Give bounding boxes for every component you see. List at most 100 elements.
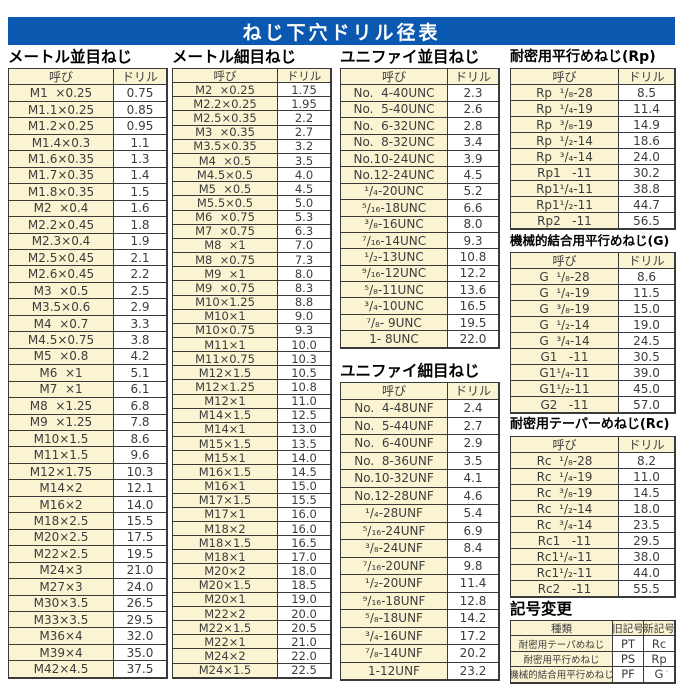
- drill-value-cell: 29.5: [114, 611, 167, 629]
- column-header: ドリル: [448, 69, 499, 86]
- thread-name-cell: M11×1: [173, 337, 278, 353]
- column-metric-fine: メートル細目ねじ 呼び ドリル M2 ×0.25 1.75 M2.2×0.25 1.95 M…: [172, 48, 332, 684]
- drill-value-cell: 2.8: [448, 118, 499, 135]
- drill-value-cell: 32.0: [114, 628, 167, 645]
- drill-value-cell: 9.0: [278, 309, 331, 324]
- thread-name-cell: M15×1.5: [173, 437, 278, 452]
- drill-value-cell: 19.5: [448, 314, 499, 332]
- drill-value-cell: 8.0: [448, 216, 499, 233]
- thread-name-cell: No.12-28UNF: [341, 487, 448, 506]
- column-header: 呼び: [511, 69, 619, 85]
- drill-value-cell: 1.3: [114, 151, 167, 168]
- thread-name-cell: M4.5×0.5: [173, 168, 278, 183]
- drill-value-cell: 2.4: [448, 400, 499, 418]
- drill-value-cell: 9.6: [114, 447, 167, 464]
- thread-name-cell: G ¹/₈-28: [511, 269, 619, 285]
- thread-name-cell: M20×1.5: [173, 578, 278, 593]
- drill-value-cell: 8.5: [619, 85, 675, 101]
- drill-value-cell: 0.85: [114, 101, 167, 119]
- drill-value-cell: Rp: [644, 651, 675, 668]
- drill-value-cell: 14.5: [619, 485, 675, 501]
- drill-value-cell: 38.8: [619, 181, 675, 197]
- drill-value-cell: 1.5: [114, 184, 167, 201]
- thread-name-cell: No. 4-48UNF: [341, 400, 448, 418]
- drill-value-cell: 1.8: [114, 217, 167, 234]
- thread-name-cell: M8 ×1: [173, 238, 278, 254]
- column-header: 呼び: [511, 437, 619, 453]
- drill-value-cell: 2.9: [448, 435, 499, 453]
- drill-value-cell: 2.7: [278, 125, 331, 140]
- thread-name-cell: ¹/₂-20UNF: [341, 575, 448, 593]
- thread-name-cell: M12×1: [173, 394, 278, 409]
- thread-name-cell: M14×2: [9, 480, 114, 497]
- thread-name-cell: No. 5-40UNC: [341, 101, 448, 119]
- thread-name-cell: M11×0.75: [173, 352, 278, 367]
- thread-name-cell: M2 ×0.4: [9, 200, 114, 218]
- drill-value-cell: 2.7: [448, 417, 499, 436]
- drill-value-cell: 10.3: [278, 352, 331, 367]
- drill-value-cell: 6.6: [448, 200, 499, 217]
- drill-value-cell: 4.1: [448, 470, 499, 488]
- drill-value-cell: 29.5: [619, 533, 675, 549]
- drill-value-cell: 2.2: [114, 266, 167, 283]
- thread-name-cell: ⁷/₁₆-20UNF: [341, 557, 448, 576]
- thread-name-cell: M42×4.5: [9, 661, 114, 678]
- drill-value-cell: 17.0: [278, 550, 331, 565]
- thread-name-cell: ³/₄-16UNF: [341, 627, 448, 646]
- thread-name-cell: ¹/₂-13UNC: [341, 249, 448, 266]
- thread-name-cell: No. 6-32UNC: [341, 118, 448, 135]
- drill-value-cell: 16.0: [278, 507, 331, 522]
- drill-value-cell: 2.6: [448, 101, 499, 119]
- thread-name-cell: Rp2 -11: [511, 213, 619, 229]
- drill-value-cell: 7.3: [278, 253, 331, 268]
- drill-value-cell: 6.1: [114, 381, 167, 399]
- thread-name-cell: ¹/₄-28UNF: [341, 505, 448, 523]
- table-columns: メートル並目ねじ 呼び ドリル M1 ×0.25 0.75 M1.1×0.25 0.85 M…: [8, 48, 676, 684]
- thread-name-cell: M11×1.5: [9, 447, 114, 464]
- drill-value-cell: 24.0: [114, 579, 167, 596]
- thread-name-cell: M2.6×0.45: [9, 266, 114, 283]
- thread-name-cell: M8 ×0.75: [173, 253, 278, 268]
- thread-name-cell: M24×3: [9, 562, 114, 580]
- drill-value-cell: 11.5: [619, 285, 675, 301]
- thread-name-cell: No.10-24UNC: [341, 150, 448, 168]
- thread-name-cell: ³/₈-24UNF: [341, 540, 448, 558]
- section-title-rc: 耐密用テーパーめねじ(Rc): [510, 417, 670, 432]
- drill-value-cell: 2.3: [448, 85, 499, 102]
- thread-name-cell: M22×2: [173, 606, 278, 622]
- thread-name-cell: M10×0.75: [173, 323, 278, 338]
- metric-fine-table: 呼び ドリル M2 ×0.25 1.75 M2.2×0.25 1.95 M2.5×0.35 2…: [172, 68, 332, 679]
- drill-value-cell: 2.2: [278, 111, 331, 126]
- thread-name-cell: M33×3.5: [9, 611, 114, 629]
- thread-name-cell: M4 ×0.7: [9, 315, 114, 333]
- column-header: 呼び: [511, 253, 619, 269]
- thread-name-cell: ⁹/₁₆-12UNC: [341, 265, 448, 283]
- drill-value-cell: 14.9: [619, 117, 675, 133]
- column-header: 呼び: [341, 69, 448, 86]
- thread-name-cell: M2 ×0.25: [173, 83, 278, 98]
- footer-mark: --: [659, 666, 671, 677]
- drill-value-cell: 24.0: [619, 149, 675, 165]
- drill-value-cell: 45.0: [619, 381, 675, 397]
- drill-value-cell: 13.6: [448, 282, 499, 299]
- thread-name-cell: M1.7×0.35: [9, 167, 114, 185]
- drill-value-cell: 0.95: [114, 118, 167, 135]
- thread-name-cell: ¹/₄-20UNC: [341, 183, 448, 201]
- section-title-metric-coarse: メートル並目ねじ: [8, 48, 133, 66]
- thread-name-cell: M27×3: [9, 579, 114, 596]
- drill-value-cell: 23.5: [619, 517, 675, 533]
- drill-value-cell: 30.2: [619, 165, 675, 181]
- drill-value-cell: 30.5: [619, 349, 675, 365]
- drill-value-cell: 21.0: [114, 562, 167, 580]
- drill-value-cell: 18.6: [619, 133, 675, 149]
- thread-name-cell: M39×4: [9, 644, 114, 662]
- column-metric-coarse: メートル並目ねじ 呼び ドリル M1 ×0.25 0.75 M1.1×0.25 0.85 M…: [8, 48, 168, 684]
- thread-name-cell: Rp ¹/₈-28: [511, 85, 619, 101]
- drill-value-cell: 17.2: [448, 627, 499, 646]
- rc-table: 呼び ドリル Rc ¹/₈-28 8.2 Rc ¹/₄-19 11.0 Rc ³/₈-19 1…: [510, 436, 676, 598]
- drill-value-cell: 11.4: [619, 101, 675, 117]
- column-pipe-threads: 耐密用平行めねじ(Rp) 呼び ドリル Rp ¹/₈-28 8.5 Rp ¹/₄-19 1…: [510, 48, 676, 684]
- thread-name-cell: Rp ¹/₄-19: [511, 101, 619, 117]
- drill-value-cell: 9.3: [278, 323, 331, 338]
- thread-name-cell: No. 4-40UNC: [341, 85, 448, 102]
